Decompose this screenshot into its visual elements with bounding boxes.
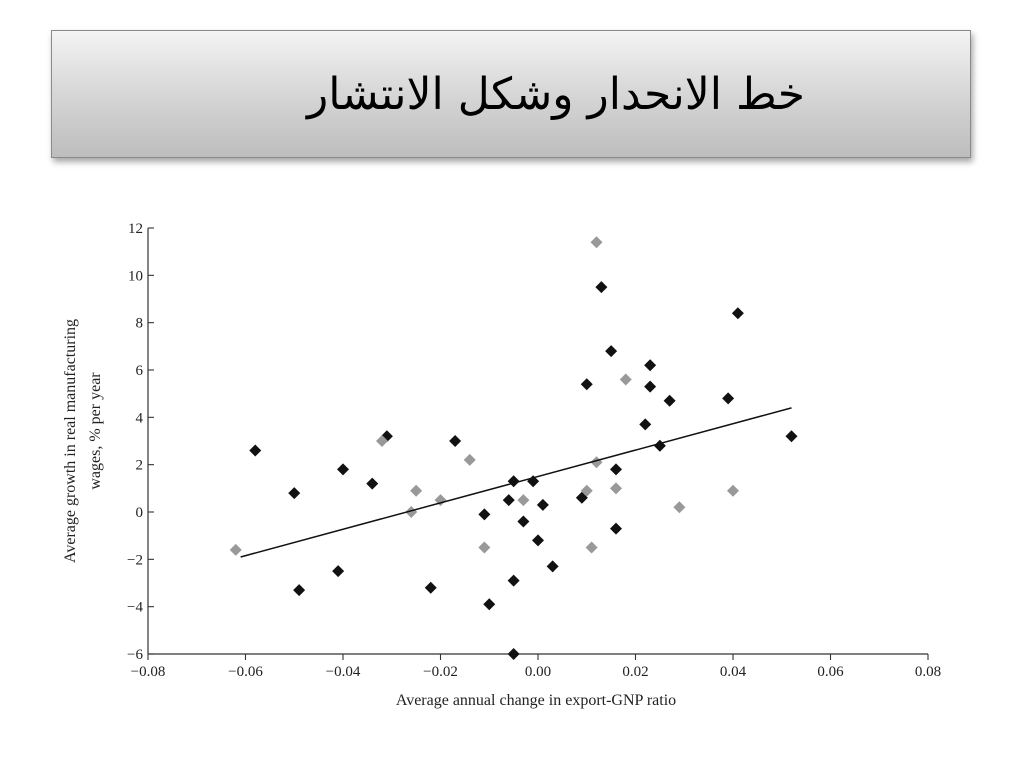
data-point-dark xyxy=(502,494,515,507)
x-tick-label: 0.00 xyxy=(525,664,551,680)
data-point-dark xyxy=(536,498,549,511)
data-point-dark xyxy=(288,487,301,500)
data-point-dark xyxy=(546,560,559,573)
y-tick-label: 10 xyxy=(128,268,143,284)
data-point-light xyxy=(376,435,388,447)
x-tick-label: −0.06 xyxy=(228,664,263,680)
data-point-dark xyxy=(722,392,735,405)
regression-line-group xyxy=(240,407,792,558)
data-point-light xyxy=(610,482,622,495)
data-point-light xyxy=(229,543,242,556)
data-point-dark xyxy=(605,345,618,358)
data-point-dark xyxy=(644,380,657,393)
data-point-dark xyxy=(785,430,798,443)
chart-ticks: −0.08 −0.06 −0.04 −0.02 0.00 0.02 0.04 0.06 0.08… xyxy=(127,221,941,680)
y-tick-label: 12 xyxy=(128,221,143,237)
data-point-light xyxy=(585,541,598,554)
data-point-dark xyxy=(610,522,622,535)
chart-points xyxy=(229,236,798,660)
chart-axes xyxy=(147,228,928,655)
y-tick-label: 0 xyxy=(136,505,144,521)
data-point-dark xyxy=(507,574,520,587)
x-tick-label: −0.02 xyxy=(423,664,458,680)
data-point-dark xyxy=(580,378,593,391)
data-point-dark xyxy=(731,307,744,320)
slide-title: خط الانحدار وشكل الانتشار xyxy=(307,68,805,120)
data-point-dark xyxy=(478,508,491,521)
data-point-light xyxy=(619,373,632,386)
y-axis-label-line1: Average growth in real manufacturing xyxy=(62,319,79,563)
y-tick-label: 2 xyxy=(136,458,144,474)
slide-title-box: خط الانحدار وشكل الانتشار xyxy=(51,30,971,158)
y-tick-label: 4 xyxy=(136,410,144,426)
y-axis-label-line2: wages, % per year xyxy=(87,372,104,490)
y-tick-label: −4 xyxy=(127,600,143,616)
data-point-dark xyxy=(507,648,520,660)
x-tick-label: 0.06 xyxy=(817,664,844,680)
data-point-dark xyxy=(249,444,262,457)
data-point-dark xyxy=(366,477,379,490)
data-point-light xyxy=(727,484,739,497)
regression-line xyxy=(240,407,792,558)
data-point-light xyxy=(478,541,491,554)
data-point-light xyxy=(463,453,476,466)
data-point-light xyxy=(410,484,423,497)
x-tick-label: 0.08 xyxy=(915,664,941,680)
data-point-light xyxy=(673,501,686,514)
y-tick-label: −6 xyxy=(127,647,143,663)
y-tick-label: 6 xyxy=(136,363,144,379)
data-point-light xyxy=(580,484,593,497)
data-point-dark xyxy=(449,435,462,447)
data-point-dark xyxy=(517,515,530,528)
data-point-dark xyxy=(337,463,349,476)
data-point-dark xyxy=(644,359,657,372)
data-point-light xyxy=(590,236,603,249)
y-tick-label: −2 xyxy=(127,552,143,568)
x-tick-label: −0.04 xyxy=(326,664,361,680)
data-point-dark xyxy=(483,598,496,611)
data-point-dark xyxy=(610,463,622,476)
data-point-light xyxy=(405,506,418,518)
x-tick-label: −0.08 xyxy=(131,664,166,680)
data-point-dark xyxy=(663,394,676,407)
data-point-dark xyxy=(293,584,306,597)
data-point-dark xyxy=(532,534,544,547)
y-tick-label: 8 xyxy=(136,316,144,332)
data-point-dark xyxy=(653,439,666,452)
data-point-dark xyxy=(639,418,652,431)
data-point-dark xyxy=(595,281,608,294)
data-point-dark xyxy=(424,581,437,594)
x-tick-label: 0.02 xyxy=(622,664,648,680)
data-point-light xyxy=(517,494,530,507)
x-tick-label: 0.04 xyxy=(720,664,747,680)
data-point-dark xyxy=(332,565,345,578)
x-axis-label: Average annual change in export-GNP rati… xyxy=(396,692,676,709)
